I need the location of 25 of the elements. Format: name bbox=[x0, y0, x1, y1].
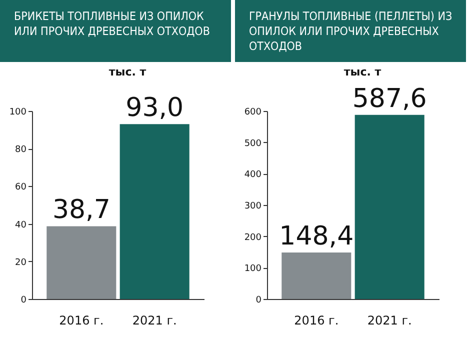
y-tick-label: 60 bbox=[15, 182, 27, 193]
y-tick-label: 600 bbox=[244, 108, 262, 118]
y-tick-label: 300 bbox=[244, 202, 262, 212]
y-tick-label: 400 bbox=[244, 170, 262, 180]
y-tick-label: 80 bbox=[15, 145, 27, 156]
y-tick-label: 100 bbox=[9, 108, 27, 118]
y-axis-title: тыс. т bbox=[108, 66, 147, 78]
y-tick-label: 0 bbox=[20, 296, 27, 306]
x-tick-label: 2016 г. bbox=[294, 314, 339, 328]
y-tick-label: 0 bbox=[256, 296, 262, 306]
data-label: 587,6 bbox=[352, 84, 427, 114]
data-label: 93,0 bbox=[126, 93, 184, 124]
chart-title: ГРАНУЛЫ ТОПЛИВНЫЕ (ПЕЛЛЕТЫ) ИЗ ОПИЛОК ИЛИ ПРОЧИХ ДРЕВЕСНЫХ ОТХОДОВ bbox=[235, 0, 466, 62]
data-label: 148,4 bbox=[279, 222, 354, 252]
x-tick-label: 2021 г. bbox=[367, 314, 412, 328]
x-tick-label: 2021 г. bbox=[132, 314, 177, 328]
chart-title: БРИКЕТЫ ТОПЛИВНЫЕ ИЗ ОПИЛОК ИЛИ ПРОЧИХ ДРЕВЕСНЫХ ОТХОДОВ bbox=[0, 0, 231, 62]
data-label: 38,7 bbox=[52, 195, 110, 226]
y-tick-label: 20 bbox=[15, 258, 27, 268]
y-tick-label: 200 bbox=[244, 232, 262, 243]
y-tick-label: 100 bbox=[244, 264, 262, 274]
y-tick-label: 40 bbox=[15, 220, 27, 230]
x-tick-label: 2016 г. bbox=[59, 314, 104, 328]
y-tick-label: 500 bbox=[244, 138, 262, 149]
y-axis-title: тыс. т bbox=[344, 66, 382, 78]
